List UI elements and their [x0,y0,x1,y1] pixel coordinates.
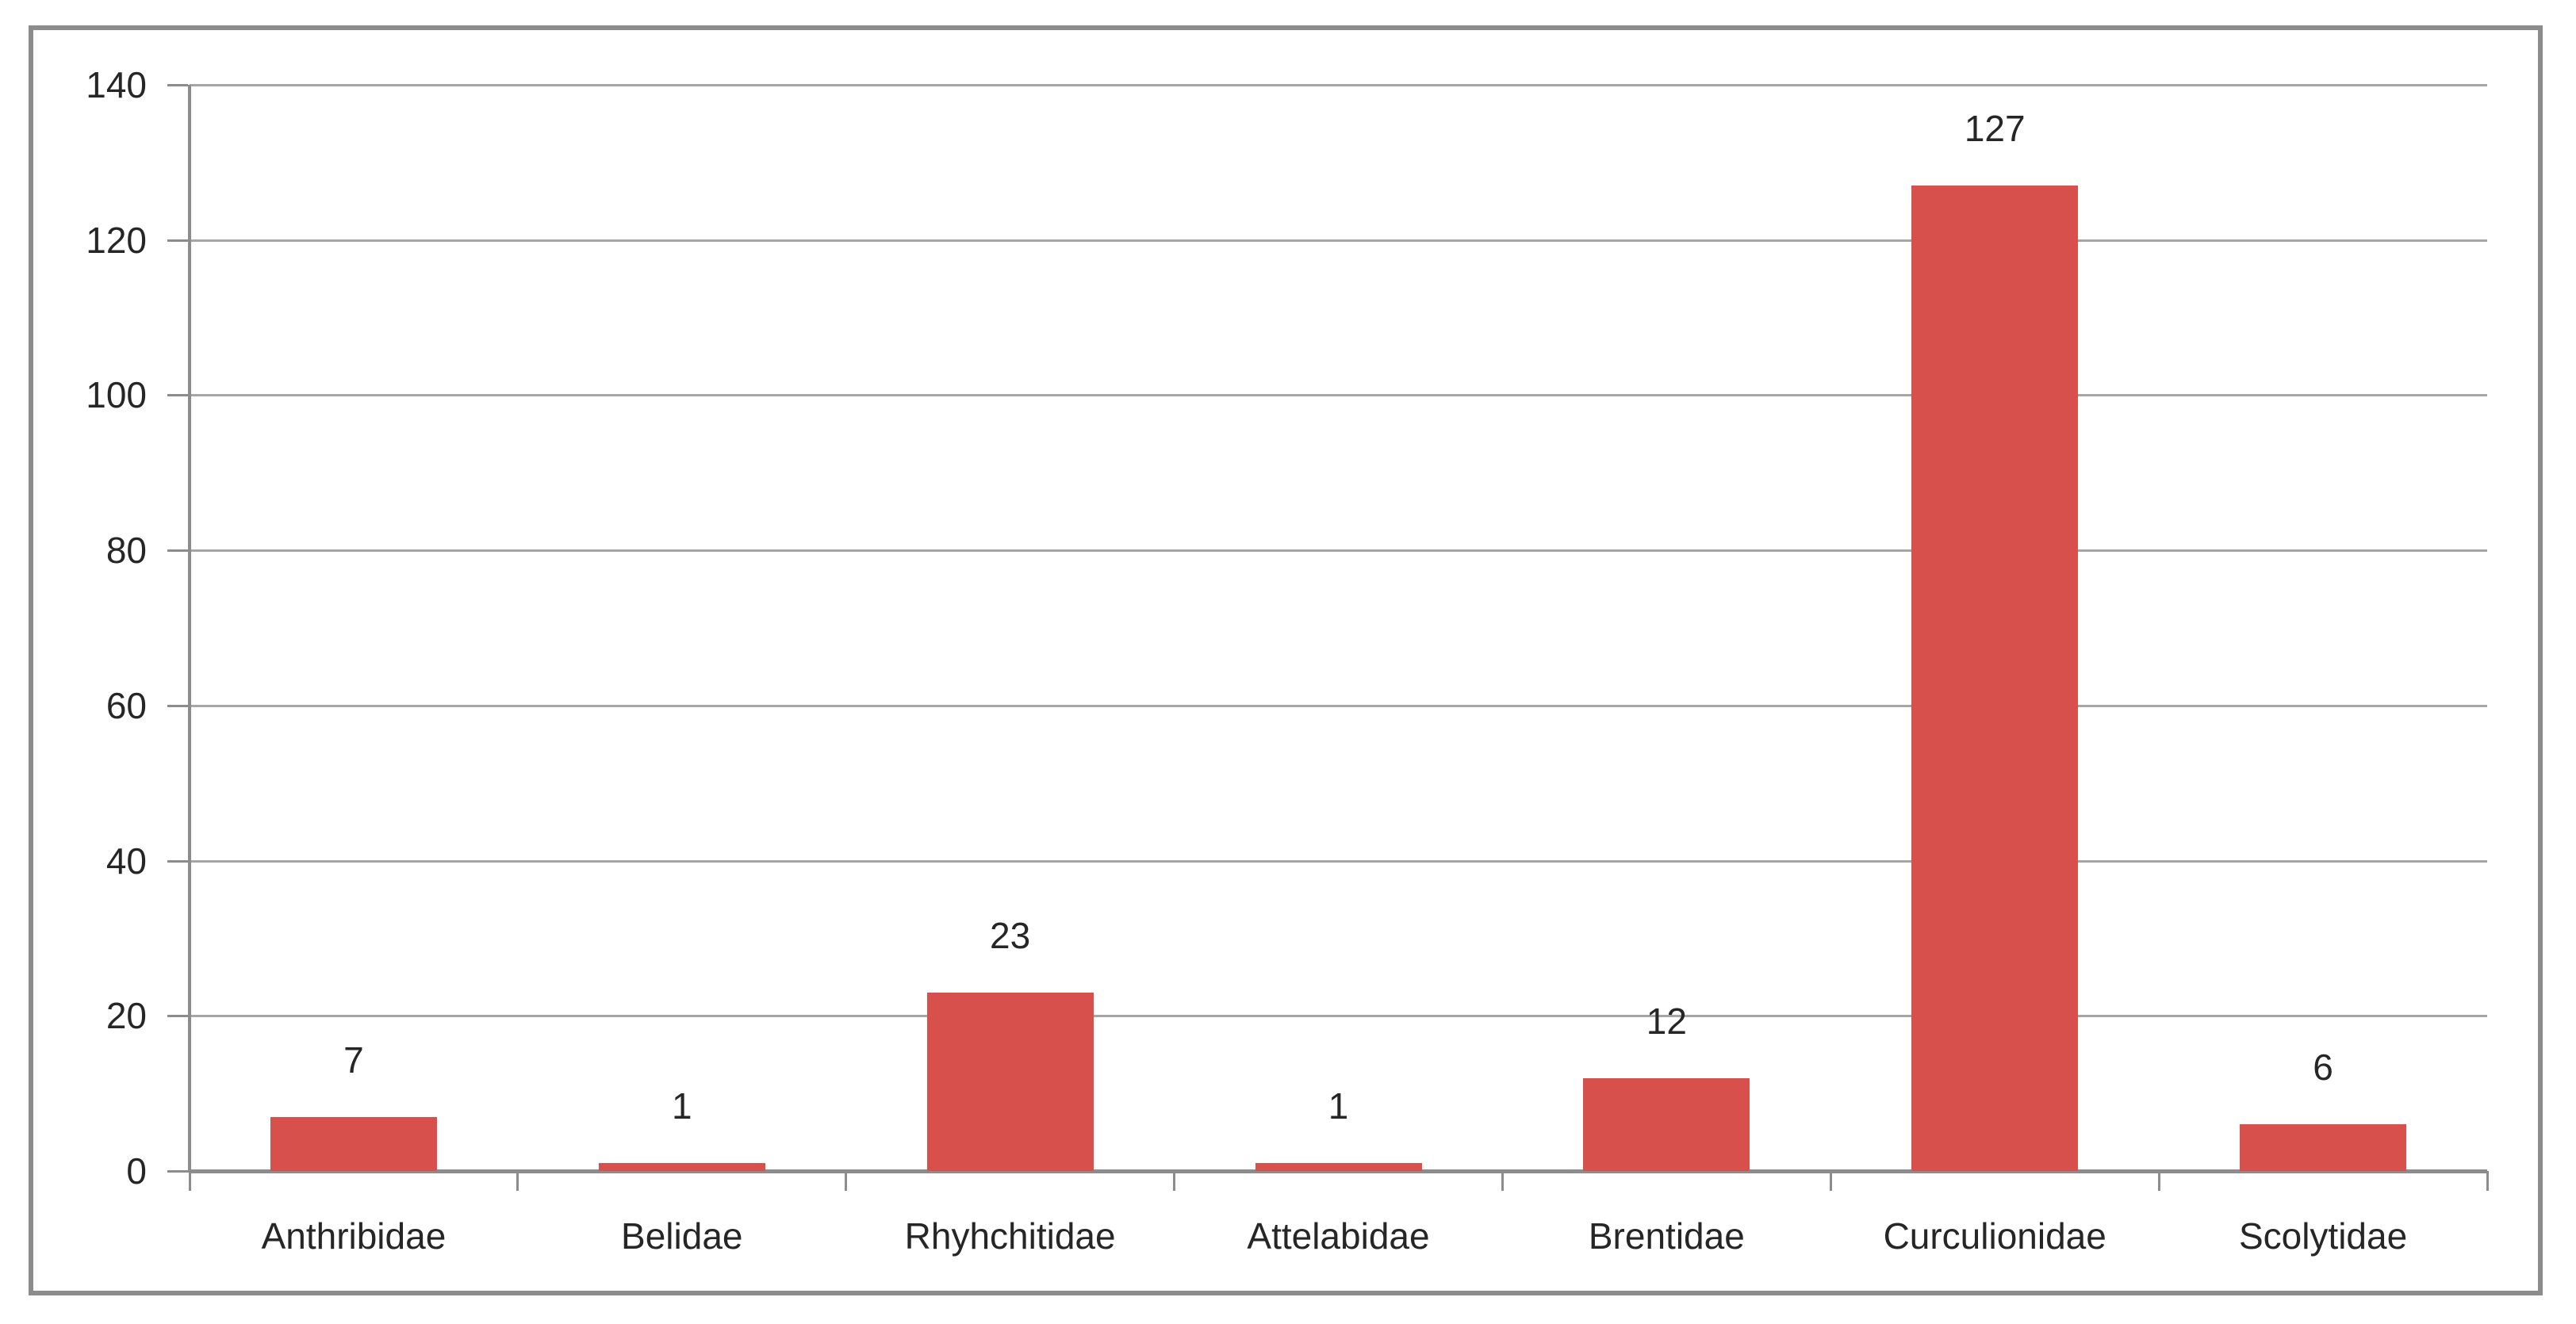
bar-value-label: 1 [1328,1085,1349,1127]
y-axis-tick [167,394,188,397]
bar [1583,1077,1750,1171]
bar [926,992,1094,1171]
y-tick-label: 100 [86,374,147,416]
gridline [190,1015,2487,1018]
y-tick-label: 20 [105,995,147,1037]
bar [1255,1163,1422,1171]
category-label: Rhyhchitidae [904,1215,1116,1257]
x-axis-tick [188,1171,191,1191]
bar-value-label: 12 [1646,1000,1687,1042]
category-label: Belidae [621,1215,743,1257]
x-axis-tick [2486,1171,2489,1191]
x-axis-baseline [190,1169,2487,1173]
y-axis-tick [167,1015,188,1018]
y-tick-label: 0 [126,1150,147,1192]
bar-value-label: 6 [2313,1047,2333,1089]
bar [2240,1124,2407,1171]
x-axis-tick [2157,1171,2160,1191]
x-axis-tick [1173,1171,1176,1191]
y-axis-tick [167,239,188,242]
gridline [190,704,2487,707]
category-label: Scolytidae [2238,1215,2408,1257]
x-axis-tick [1829,1171,1832,1191]
y-tick-label: 40 [105,840,147,882]
x-axis-tick [516,1171,519,1191]
y-axis-tick [167,84,188,86]
gridline [190,859,2487,863]
bar-value-label: 23 [990,914,1031,956]
y-axis-tick [167,549,188,553]
y-tick-label: 80 [105,530,147,572]
y-axis-tick [167,704,188,707]
gridline [190,239,2487,242]
y-axis-line [188,85,191,1173]
gridline [190,84,2487,86]
category-label: Attelabidae [1247,1215,1430,1257]
category-label: Curculionidae [1883,1215,2106,1257]
bar [598,1163,765,1171]
x-axis-tick [1501,1171,1504,1191]
category-label: Anthribidae [261,1215,447,1257]
bar-value-label: 7 [343,1039,364,1081]
bar [270,1116,437,1171]
plot-area: 0 20 40 60 80 100 120 140 7 Anthribidae 1 Belidae 23… [86,64,2489,1257]
gridline [190,394,2487,397]
y-tick-label: 60 [105,684,147,726]
bar-value-label: 127 [1964,108,2026,150]
y-tick-label: 120 [86,219,147,261]
category-label: Brentidae [1588,1215,1745,1257]
y-tick-label: 140 [86,64,147,105]
x-axis-tick [845,1171,848,1191]
y-axis-tick [167,859,188,863]
bar [1911,186,2079,1171]
bar-value-label: 1 [671,1085,692,1127]
chart-frame: 0 20 40 60 80 100 120 140 7 Anthribidae 1 Belidae 23… [29,25,2543,1295]
gridline [190,549,2487,553]
y-axis-tick [167,1170,188,1173]
